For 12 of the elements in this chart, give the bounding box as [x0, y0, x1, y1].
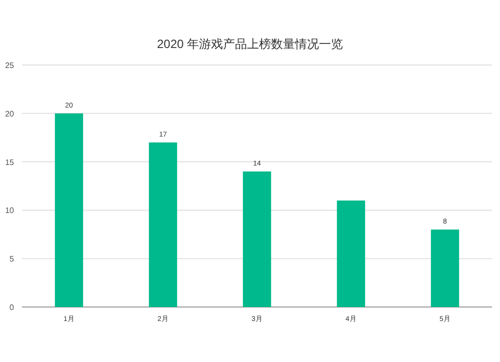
bar: [336, 200, 366, 307]
bar: [430, 230, 460, 307]
bar: [148, 142, 178, 307]
y-tick-label: 25: [5, 61, 15, 70]
bar: [54, 113, 84, 307]
bar: [242, 171, 272, 307]
y-tick-label: 20: [5, 109, 15, 118]
y-tick-label: 5: [10, 254, 15, 264]
y-tick-label: 10: [5, 206, 15, 216]
y-tick-label: 15: [5, 158, 15, 167]
y-tick-label: 0: [10, 303, 15, 312]
chart-title: 2020 年游戏产品上榜数量情况一览: [156, 37, 344, 51]
